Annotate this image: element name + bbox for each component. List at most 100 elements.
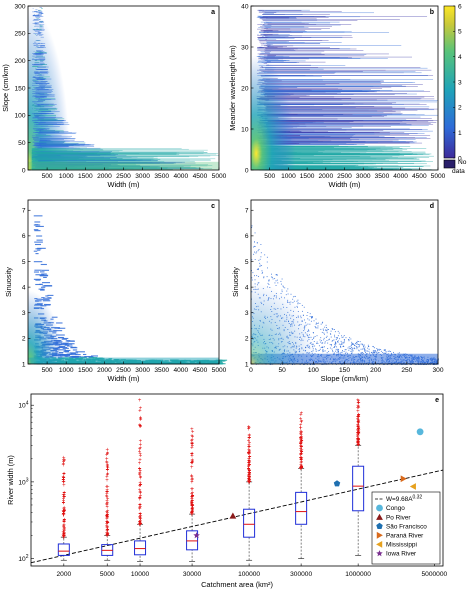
density-dot [336,349,338,351]
density-dot [374,351,376,353]
river-marker [333,480,341,487]
density-dot [380,350,382,352]
outlier-marker: + [191,495,195,501]
outlier-marker: + [190,439,194,445]
density-dot [388,350,390,352]
outlier-marker: + [191,506,195,512]
legend-box [371,491,441,565]
outlier-marker: + [61,475,65,481]
outlier-marker: + [106,451,110,457]
density-core [251,282,317,364]
x-tick-label: 100000 [238,571,260,578]
outlier-marker: + [357,443,361,449]
outlier-marker: + [299,420,303,426]
density-dot [342,336,344,338]
density-dot [272,278,274,280]
outlier-marker: + [139,406,143,412]
density-dot [383,352,385,354]
outlier-marker: + [106,451,110,457]
outlier-marker: + [139,476,143,482]
y-tick-label: 7 [245,208,249,215]
density-dot [317,325,319,327]
density-dot [280,280,282,282]
x-axis-label: Width (m) [107,180,139,189]
density-dot [316,341,318,343]
outlier-marker: + [247,460,251,466]
density-dot [251,259,253,261]
legend-label: Iowa River [386,551,417,558]
density-dot [391,352,392,354]
outlier-marker: + [299,437,303,443]
density-dot [261,272,263,274]
outlier-marker: + [105,514,109,520]
density-dot [338,349,340,351]
y-tick-label: 50 [18,140,26,147]
outlier-marker: + [248,463,252,469]
outlier-marker: + [356,425,360,431]
density-dot [353,347,355,349]
density-cell [218,359,228,361]
outlier-marker: + [248,478,252,484]
outlier-marker: + [105,491,109,497]
outlier-marker: + [356,431,360,437]
outlier-marker: + [300,411,304,417]
density-dot [378,352,380,354]
outlier-marker: + [248,475,252,481]
outlier-marker: + [247,450,251,456]
outlier-marker: + [63,491,67,497]
density-dot [373,352,375,354]
density-dot [330,333,332,335]
legend-label: Mississippi [386,542,417,549]
density-dot [350,348,352,350]
outlier-marker: + [357,432,361,438]
x-tick-label: 5000 [100,571,115,578]
outlier-marker: + [62,495,66,501]
outlier-marker: + [300,439,304,445]
density-dot [321,340,322,342]
density-dot [357,341,359,342]
outlier-marker: + [300,444,304,450]
x-axis-label: Catchment area (km²) [201,580,273,589]
y-tick-label: 2 [22,336,26,343]
outlier-marker: + [138,522,142,528]
outlier-marker: + [356,431,360,437]
density-dot [337,348,339,350]
density-cell [37,249,41,251]
density-dot [254,232,256,234]
x-tick-label: 500 [42,173,53,180]
density-dot [256,275,258,277]
outlier-marker: + [356,415,360,421]
density-dot [356,346,358,348]
outlier-marker: + [62,505,66,511]
outlier-marker: + [247,477,251,483]
outlier-marker: + [138,522,142,528]
river-marker [193,532,200,539]
outlier-marker: + [247,463,251,469]
y-tick-label: 103 [18,477,28,486]
density-dot [356,343,358,345]
density-dot [345,349,347,351]
density-dot [355,345,357,347]
outlier-marker: + [191,498,195,504]
outlier-marker: + [300,436,304,442]
outlier-marker: + [63,507,67,513]
y-tick-label: 4 [22,284,26,291]
outlier-marker: + [139,522,143,528]
outlier-marker: + [247,467,251,473]
outlier-marker: + [62,532,66,538]
density-dot [362,348,364,350]
density-cell [66,345,73,347]
density-dot [363,344,365,346]
density-dot [377,350,378,352]
outlier-marker: + [247,461,251,467]
outlier-marker: + [356,437,360,443]
x-tick-label: 4000 [173,173,188,180]
x-tick-label: 4500 [412,173,427,180]
density-dot [334,345,336,347]
density-dot [330,345,332,347]
outlier-marker: + [248,479,252,485]
x-tick-label: 1000000 [345,571,371,578]
outlier-marker: + [299,438,303,444]
outlier-marker: + [190,500,194,506]
outlier-marker: + [63,509,67,515]
